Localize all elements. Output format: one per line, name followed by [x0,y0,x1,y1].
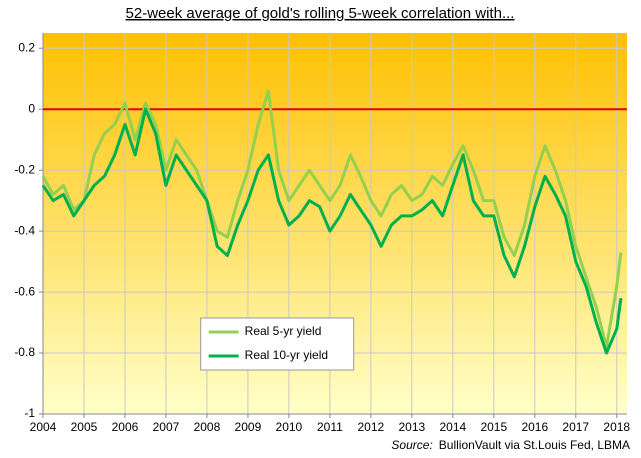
series-line [41,89,623,349]
legend-label: Real 10-yr yield [245,348,328,362]
x-tick-label: 2017 [562,420,589,434]
x-tick-label: 2010 [276,420,303,434]
y-tick-label: -0.6 [14,284,35,298]
x-tick-label: 2008 [194,420,221,434]
y-tick-label: -1 [24,406,35,420]
x-tick-label: 2012 [358,420,385,434]
source-label: Source: [391,438,432,452]
x-tick-label: 2011 [317,420,343,434]
y-tick-label: 0 [28,101,35,115]
x-tick-label: 2007 [153,420,180,434]
x-tick-label: 2013 [398,420,425,434]
chart-title: 52-week average of gold's rolling 5-week… [126,5,515,22]
x-tick-label: 2014 [439,420,466,434]
x-tick-label: 2009 [235,420,262,434]
y-tick-label: 0.2 [18,40,35,54]
legend-label: Real 5-yr yield [245,324,322,338]
x-tick-label: 2015 [480,420,507,434]
x-tick-label: 2018 [603,420,630,434]
legend-box [200,317,355,371]
source: Source: BullionVault via St.Louis Fed, LB… [391,438,630,452]
y-tick-label: -0.2 [14,162,35,176]
y-tick-label: -0.4 [14,223,35,237]
x-tick-label: 2005 [71,420,98,434]
x-tick-label: 2004 [30,420,57,434]
series-line [41,107,623,355]
source-text: BullionVault via St.Louis Fed, LBMA [439,438,630,452]
x-tick-label: 2006 [112,420,139,434]
x-tick-label: 2016 [521,420,548,434]
y-tick-label: -0.8 [14,345,35,359]
